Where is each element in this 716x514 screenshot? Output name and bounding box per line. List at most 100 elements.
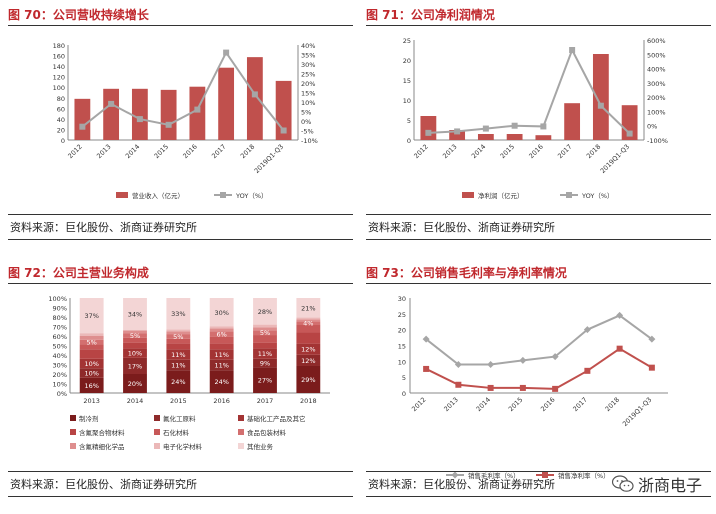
y2-tick-label: 35%: [301, 52, 315, 60]
gross-margin-marker: [454, 361, 462, 368]
y2-tick-label: 5%: [301, 109, 311, 117]
y2-tick-label: 30%: [301, 61, 315, 69]
x-tick-label: 2015: [499, 143, 516, 160]
legend-label-line: YOY（%）: [581, 192, 614, 200]
y2-tick-label: 15%: [301, 90, 315, 98]
stacked-segment: [166, 349, 191, 360]
legend-swatch: [238, 415, 244, 421]
watermark-text: 浙商电子: [637, 476, 702, 495]
data-label: 27%: [258, 377, 272, 385]
x-tick-label: 2014: [470, 143, 487, 160]
y2-tick-label: 20%: [301, 80, 315, 88]
gross-margin-marker: [648, 335, 656, 343]
y-tick-label: 80%: [53, 314, 67, 322]
y-tick-label: 180: [53, 42, 65, 50]
data-label: 6%: [217, 331, 227, 339]
data-label: 34%: [128, 311, 142, 319]
bar: [621, 105, 638, 140]
y-tick-label: 10: [403, 97, 411, 105]
data-label: 28%: [258, 308, 272, 316]
yoy-marker: [79, 123, 86, 130]
legend-swatch: [238, 443, 244, 449]
legend-swatch-marker: [566, 192, 572, 198]
title-rule: [366, 283, 711, 284]
title-rule: [8, 25, 353, 26]
y-tick-label: 25: [403, 37, 411, 45]
y-tick-label: 5: [407, 117, 411, 125]
data-label: 11%: [214, 351, 228, 359]
data-label: 9%: [260, 360, 270, 368]
x-tick-label: 2017: [571, 396, 588, 413]
source-note: 资料来源：巨化股份、浙商证券研究所: [10, 478, 197, 491]
data-label: 11%: [171, 361, 185, 369]
data-label: 5%: [173, 333, 183, 341]
bar: [477, 134, 494, 140]
stacked-segment: [253, 348, 277, 359]
bar: [218, 67, 235, 140]
bar: [246, 57, 263, 141]
y-tick-label: 0: [61, 137, 65, 145]
y-tick-label: 40%: [53, 352, 67, 360]
legend-label: 销售毛利率（%）: [468, 471, 520, 480]
x-tick-label: 2018: [585, 143, 602, 160]
legend-label: 基础化工产品及其它: [247, 414, 306, 423]
stacked-segment: [209, 331, 234, 337]
stacked-segment: [79, 349, 104, 359]
title-rule: [366, 25, 711, 26]
bottom-rule: [8, 496, 353, 497]
legend-label: 其他业务: [247, 442, 274, 451]
stacked-segment: [79, 298, 104, 334]
legend-swatch: [238, 429, 244, 435]
x-tick-label: 2016: [527, 143, 544, 160]
yoy-marker: [425, 129, 432, 136]
legend-label: 石化材料: [163, 428, 190, 437]
bar: [506, 134, 523, 140]
bar: [564, 103, 581, 140]
yoy-marker: [597, 102, 604, 109]
y-tick-label: 30%: [53, 362, 67, 370]
source-rule: [366, 214, 711, 215]
data-label: 5%: [130, 332, 140, 340]
business-mix-chart: 0%10%20%30%40%50%60%70%80%90%100%16%10%1…: [48, 295, 330, 451]
yoy-marker: [511, 122, 518, 129]
net-profit-chart: 0 5 10 15 20 25 -100% 0% 100% 200% 300% 400% 500% 600…: [403, 37, 668, 200]
source-note: 资料来源：巨化股份、浙商证券研究所: [368, 221, 555, 234]
y-tick-label: 0%: [57, 390, 67, 398]
gross-margin-marker: [519, 356, 527, 364]
yoy-line: [81, 50, 285, 132]
stacked-segment: [296, 354, 321, 366]
y-tick-label: 15: [403, 77, 411, 85]
x-tick-label: 2017: [257, 397, 274, 405]
stacked-segment: [296, 317, 321, 320]
y2-tick-label: -5%: [301, 128, 314, 136]
yoy-marker: [165, 121, 172, 128]
stacked-segment: [209, 328, 234, 332]
legend-label-bar: 净利润（亿元）: [478, 191, 524, 200]
y-tick-label: 90%: [53, 305, 67, 313]
y-tick-label: 100: [53, 84, 65, 92]
y-tick-label: 140: [53, 63, 65, 71]
bar: [131, 88, 148, 140]
x-tick-label: 2012: [412, 143, 429, 160]
legend-label: 含氟聚合物材料: [79, 428, 125, 437]
data-label: 17%: [128, 362, 142, 370]
data-label: 10%: [84, 360, 98, 368]
y-tick-label: 120: [53, 74, 65, 82]
y2-tick-label: 10%: [301, 99, 315, 107]
stacked-segment: [79, 377, 104, 393]
net-margin-marker: [487, 384, 494, 391]
net-margin-marker: [584, 367, 591, 374]
stacked-segment: [123, 337, 147, 343]
stacked-segment: [209, 336, 234, 344]
bar: [74, 98, 91, 140]
data-label: 10%: [84, 370, 98, 378]
y-tick-label: 0: [407, 137, 411, 145]
stacked-segment: [123, 357, 147, 374]
net-margin-marker: [519, 384, 526, 391]
stacked-segment: [296, 319, 321, 322]
y-tick-label: 20: [398, 327, 406, 335]
stacked-segment: [123, 330, 147, 334]
data-label: 30%: [214, 309, 228, 317]
x-tick-label: 2016: [539, 396, 556, 413]
source-rule: [8, 471, 353, 472]
